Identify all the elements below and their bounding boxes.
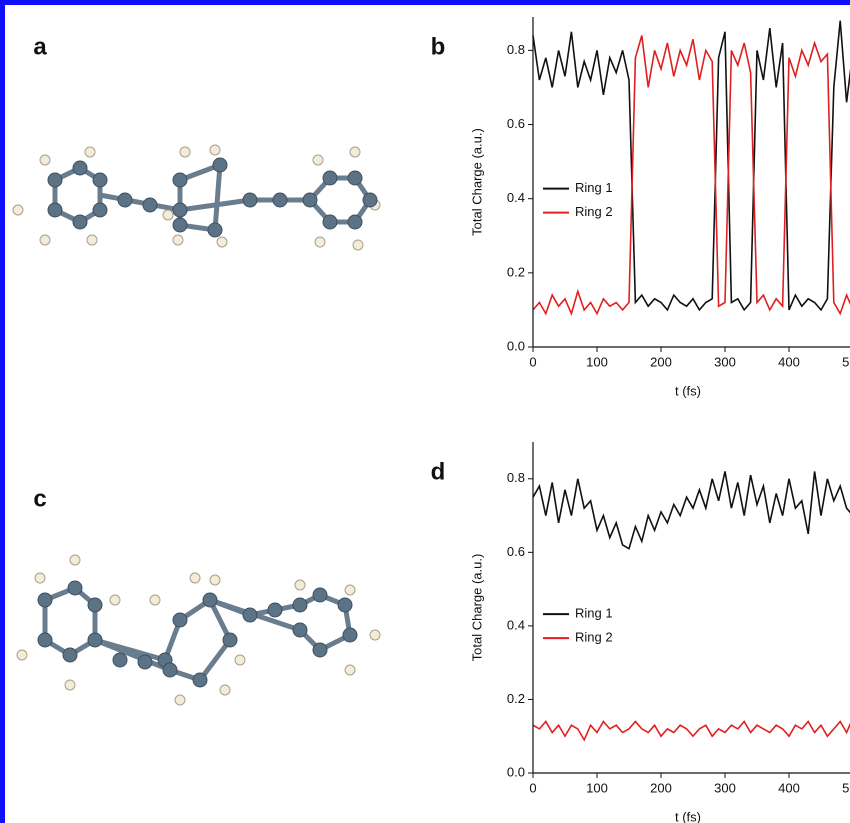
- x-axis-label: t (fs): [675, 383, 701, 398]
- x-tick-label: 200: [650, 354, 672, 369]
- x-axis-label: t (fs): [675, 809, 701, 823]
- x-tick-label: 300: [714, 354, 736, 369]
- panel-label: c: [33, 485, 46, 512]
- y-tick-label: 0.6: [507, 116, 525, 131]
- series-line: [532, 20, 850, 312]
- y-tick-label: 0.0: [507, 764, 525, 779]
- x-tick-label: 500: [842, 780, 850, 795]
- legend-label: Ring 1: [575, 606, 613, 621]
- panel-label: b: [431, 33, 446, 60]
- x-tick-label: 400: [778, 354, 800, 369]
- legend-label: Ring 2: [575, 630, 613, 645]
- molecule-a: [12, 144, 381, 251]
- y-tick-label: 0.2: [507, 691, 525, 706]
- x-tick-label: 500: [842, 354, 850, 369]
- x-tick-label: 200: [650, 780, 672, 795]
- series-line: [532, 471, 850, 550]
- molecule-c: [16, 554, 381, 706]
- y-tick-label: 0.6: [507, 544, 525, 559]
- x-tick-label: 300: [714, 780, 736, 795]
- legend-label: Ring 1: [575, 180, 613, 195]
- y-tick-label: 0.4: [507, 190, 525, 205]
- panel-label: a: [33, 33, 47, 60]
- y-tick-label: 0.4: [507, 617, 525, 632]
- x-tick-label: 100: [586, 354, 608, 369]
- y-axis-label: Total Charge (a.u.): [469, 128, 484, 236]
- x-tick-label: 400: [778, 780, 800, 795]
- legend-label: Ring 2: [575, 204, 613, 219]
- y-tick-label: 0.2: [507, 264, 525, 279]
- series-line: [532, 720, 850, 742]
- x-tick-label: 0: [529, 354, 536, 369]
- x-tick-label: 100: [586, 780, 608, 795]
- y-tick-label: 0.0: [507, 338, 525, 353]
- y-tick-label: 0.8: [507, 42, 525, 57]
- series-line: [532, 35, 850, 316]
- x-tick-label: 0: [529, 780, 536, 795]
- panel-label: d: [431, 458, 446, 485]
- y-axis-label: Total Charge (a.u.): [469, 554, 484, 662]
- y-tick-label: 0.8: [507, 470, 525, 485]
